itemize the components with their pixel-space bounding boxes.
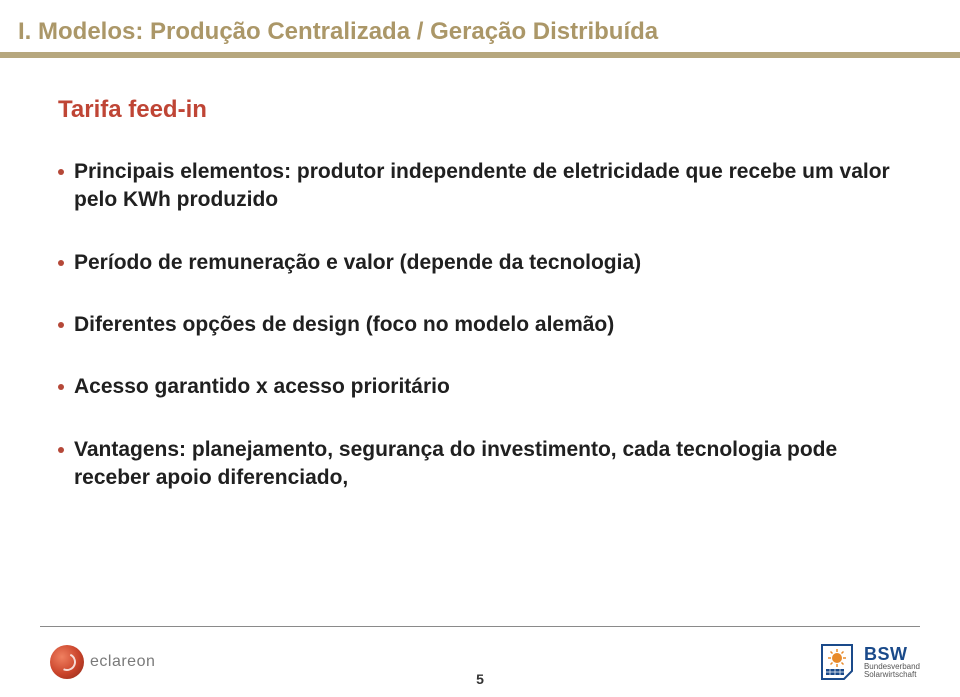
footer-divider	[40, 626, 920, 627]
bullet-text: Principais elementos: produtor independe…	[74, 158, 900, 215]
bsw-logo: BSW Bundesverband Solarwirtschaft	[816, 641, 920, 683]
page-number: 5	[476, 671, 484, 687]
bsw-sub2: Solarwirtschaft	[864, 671, 920, 679]
bullet-item: Acesso garantido x acesso prioritário	[58, 373, 900, 401]
slide-subtitle: Tarifa feed-in	[58, 96, 900, 124]
bsw-badge-icon	[816, 641, 858, 683]
bullet-dot-icon	[58, 169, 64, 175]
bullet-dot-icon	[58, 260, 64, 266]
bullet-dot-icon	[58, 322, 64, 328]
eclareon-orb-icon	[50, 645, 84, 679]
bullet-item: Diferentes opções de design (foco no mod…	[58, 311, 900, 339]
bullet-item: Vantagens: planejamento, segurança do in…	[58, 436, 900, 493]
eclareon-text: eclareon	[90, 653, 155, 671]
bullet-dot-icon	[58, 447, 64, 453]
bullet-item: Principais elementos: produtor independe…	[58, 158, 900, 215]
slide-title: I. Modelos: Produção Centralizada / Gera…	[0, 18, 658, 46]
bullet-item: Período de remuneração e valor (depende …	[58, 249, 900, 277]
bullet-text: Período de remuneração e valor (depende …	[74, 249, 900, 277]
bullet-text: Acesso garantido x acesso prioritário	[74, 373, 900, 401]
bullet-text: Diferentes opções de design (foco no mod…	[74, 311, 900, 339]
bullet-text: Vantagens: planejamento, segurança do in…	[74, 436, 900, 493]
eclareon-logo: eclareon	[50, 645, 155, 679]
bullet-dot-icon	[58, 384, 64, 390]
bsw-text: BSW	[864, 645, 920, 663]
title-divider	[0, 52, 960, 58]
